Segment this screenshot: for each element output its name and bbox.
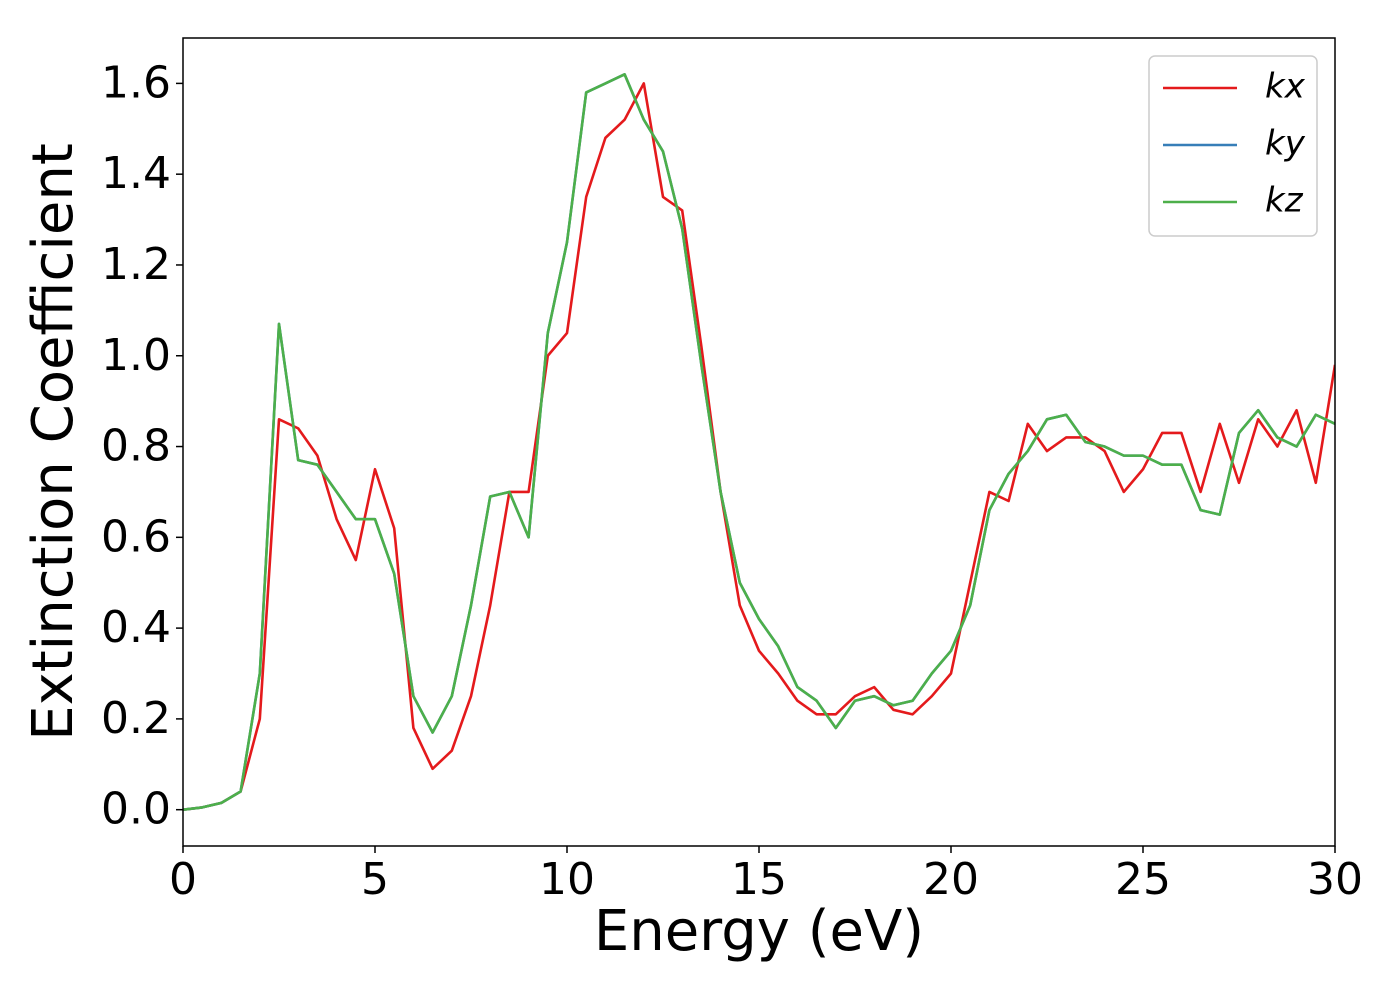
x-tick-label: 10 [539,854,595,905]
y-axis-label: Extinction Coefficient [21,143,86,741]
x-tick-label: 0 [169,854,197,905]
series-line [183,82,1335,811]
x-tick-label: 15 [731,854,787,905]
x-tick-label: 25 [1115,854,1171,905]
x-tick-label: 30 [1307,854,1363,905]
y-tick-label: 0.4 [101,602,171,653]
plot-frame [182,37,1336,847]
y-tick-label: 1.0 [101,330,171,381]
y-tick-label: 1.4 [101,148,171,199]
x-tick-label: 5 [361,854,389,905]
legend-label: kz [1265,181,1304,221]
y-tick-label: 0.8 [101,421,171,472]
x-axis-label: Energy (eV) [594,899,924,964]
y-tick-label: 0.2 [101,693,171,744]
legend-label: ky [1265,124,1306,164]
y-tick-label: 0.0 [101,784,171,835]
legend-label: kx [1265,67,1306,107]
x-tick-label: 20 [923,854,979,905]
y-tick-label: 0.6 [101,511,171,562]
y-tick-label: 1.2 [101,239,171,290]
y-tick-label: 1.6 [101,57,171,108]
series-line [183,73,1335,811]
